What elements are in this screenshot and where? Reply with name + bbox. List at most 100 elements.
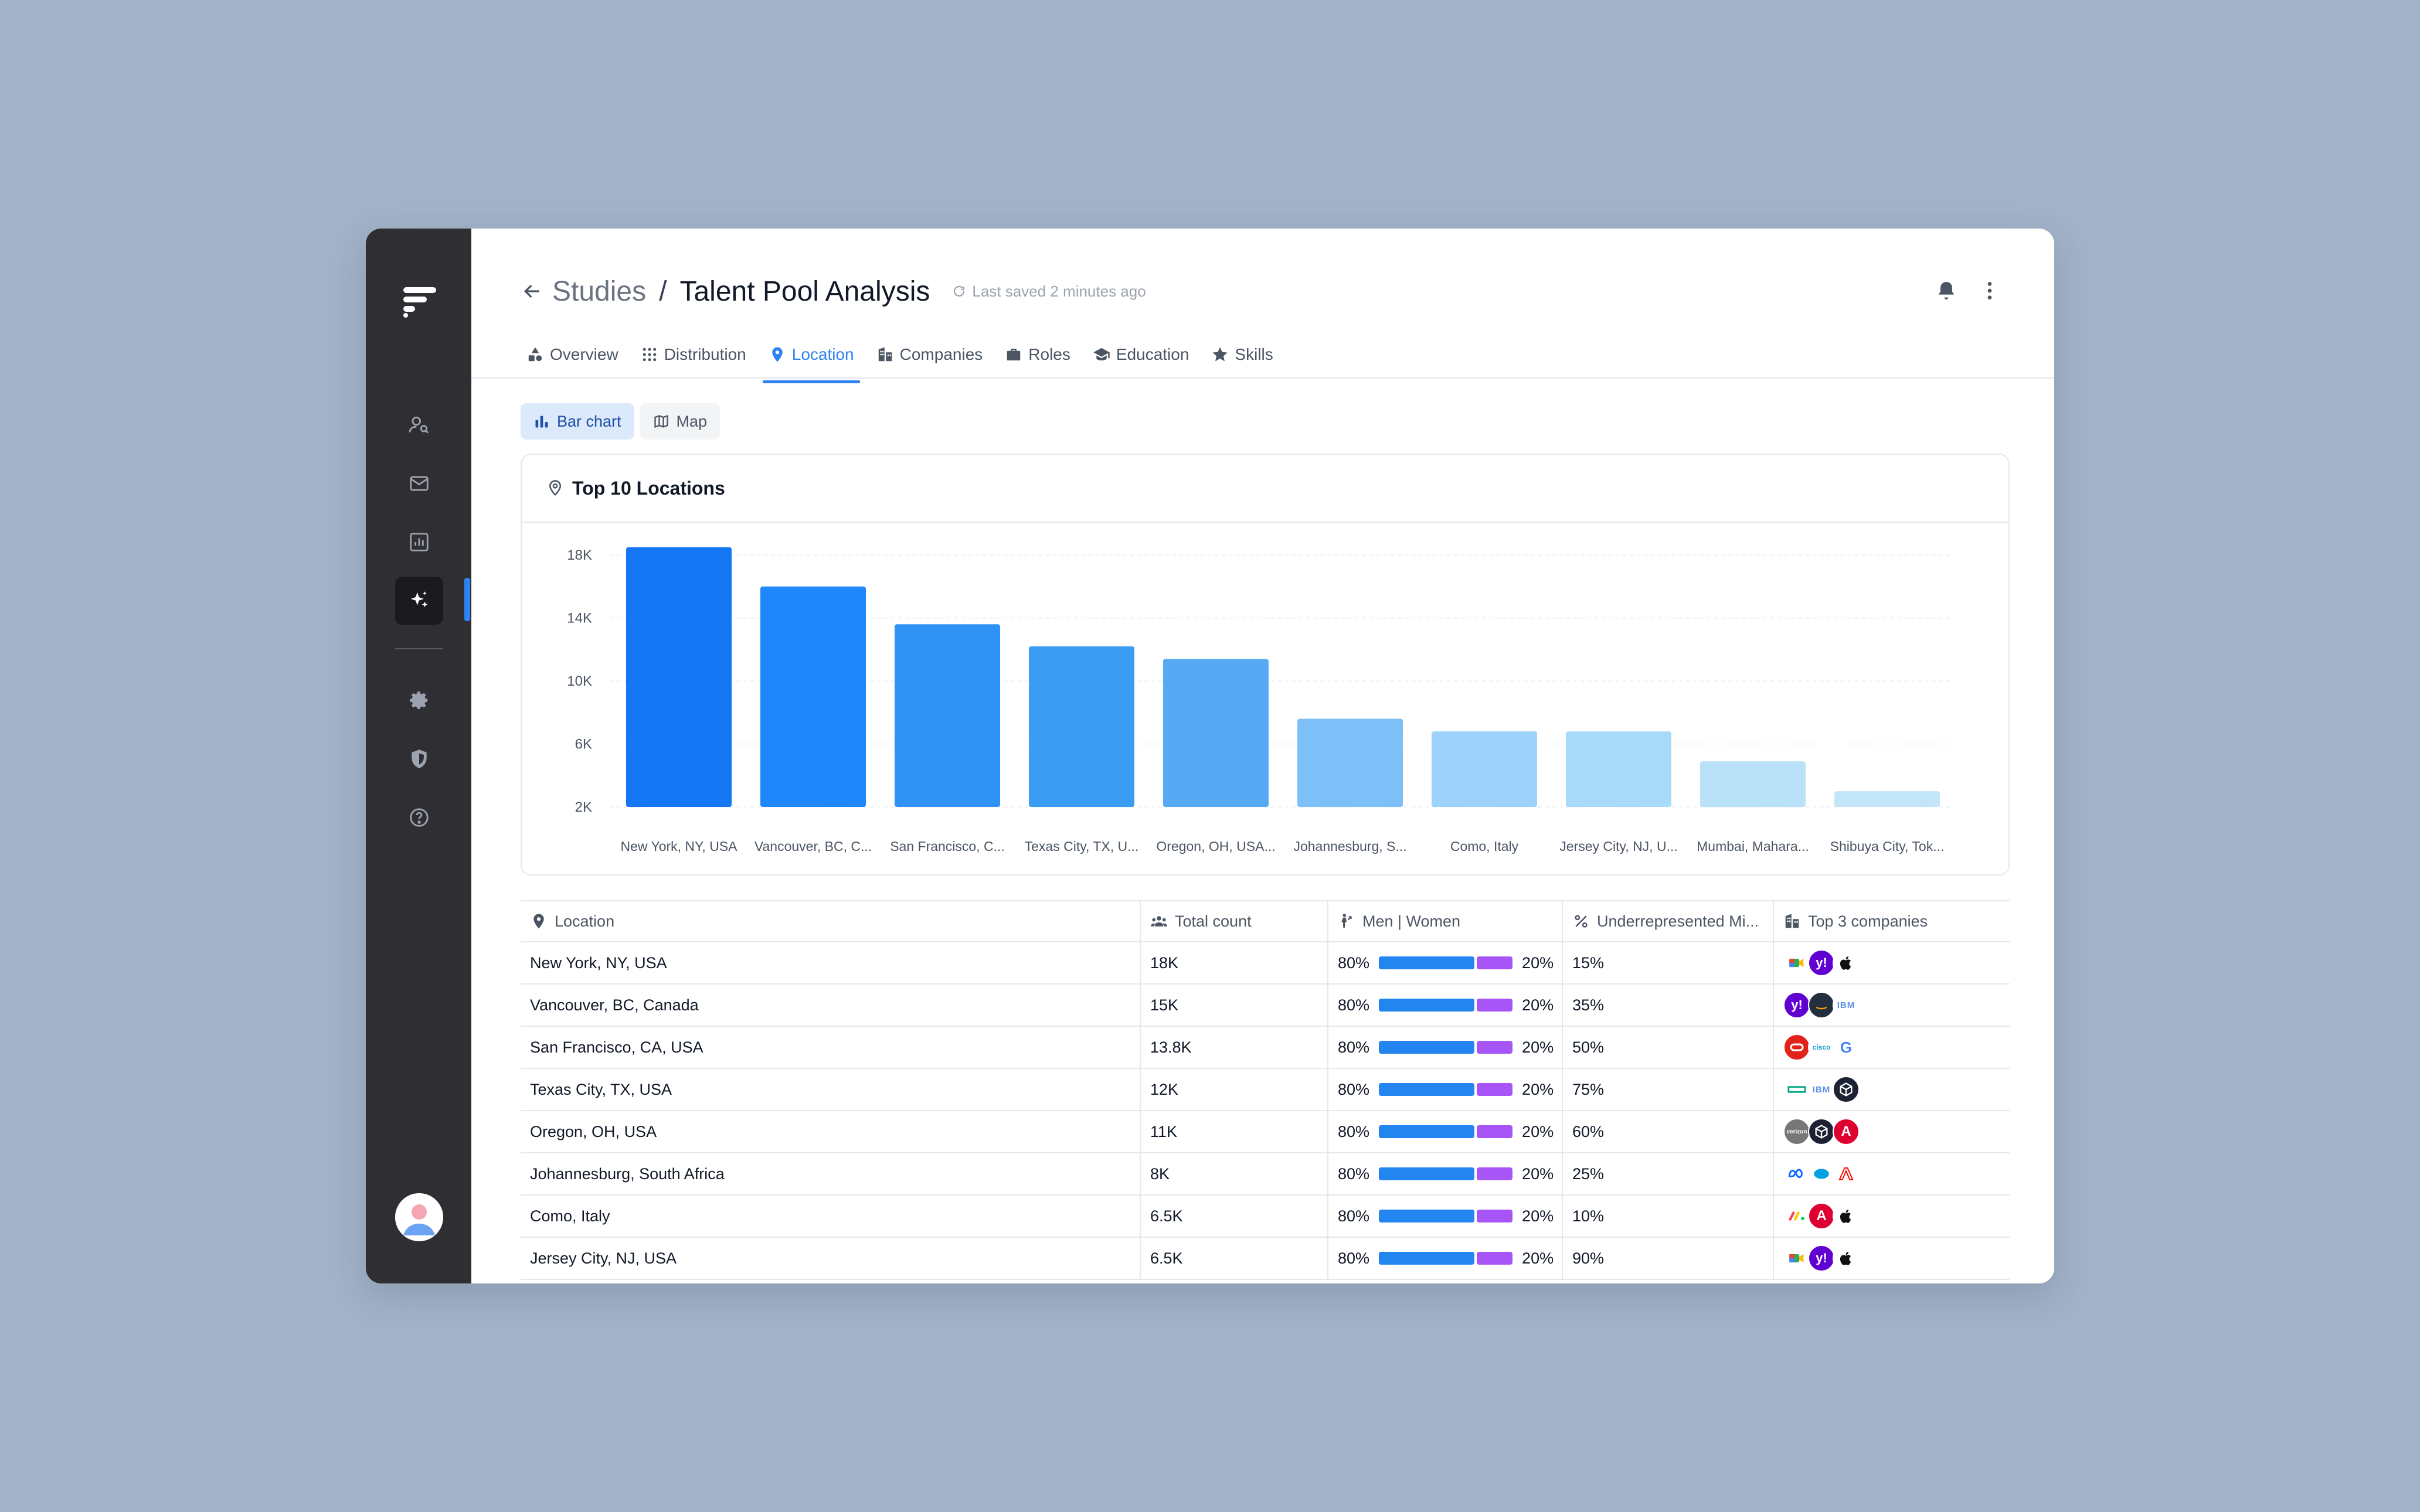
tab-education[interactable]: Education [1087,328,1195,381]
header-underrepresented[interactable]: Underrepresented Mi... [1563,901,1774,941]
x-tick-label: Jersey City, NJ, U... [1559,839,1678,854]
men-women-cell: 80% 20% [1328,1196,1563,1237]
cisco-logo-icon: cisco [1808,1034,1835,1061]
help-icon[interactable] [395,794,443,842]
top-locations-card: Top 10 Locations 2K 6K 10K 14K 18K New York, … [521,454,2010,876]
total-count-cell: 15K [1141,985,1328,1026]
grid-icon [643,348,656,362]
table-row[interactable]: Oregon, OH, USA 11K 80% 20% 60% verizon A [521,1111,2010,1153]
top-companies-cell: y! [1774,1238,2010,1279]
company-logos: A [1783,1203,1860,1230]
underrepresented-percent: 25% [1572,1164,1605,1183]
tab-label: Skills [1235,345,1273,363]
total-count: 12K [1150,1080,1179,1098]
men-percent: 80% [1338,996,1370,1014]
total-count-cell: 11K [1141,1111,1328,1152]
underrepresented-percent: 60% [1572,1122,1605,1140]
bar-chart-button[interactable]: Bar chart [521,403,634,440]
header-label: Top 3 companies [1808,912,1928,930]
map-button[interactable]: Map [640,403,720,440]
more-vertical-icon[interactable] [1978,279,2001,302]
unity-logo-icon [1808,1118,1835,1145]
bell-icon[interactable] [1935,279,1958,302]
table-row[interactable]: Johannesburg, South Africa 8K 80% 20% 25% [521,1153,2010,1196]
tab-bar-divider [471,377,2054,379]
bar [1700,761,1806,807]
header-men-women[interactable]: Men | Women [1328,901,1563,941]
analytics-icon[interactable] [395,518,443,566]
settings-gear-icon[interactable] [395,676,443,724]
map-label: Map [676,412,708,430]
app-logo-icon[interactable] [402,284,437,319]
location-cell: Jersey City, NJ, USA [521,1238,1141,1279]
apple-logo-icon [1833,1203,1860,1230]
ai-sparkle-icon[interactable] [395,577,443,625]
active-indicator [464,578,470,621]
underrepresented-cell: 60% [1563,1111,1774,1152]
apple-logo-icon [1833,949,1860,976]
y-tick-label: 14K [567,611,592,626]
table-row[interactable]: New York, NY, USA 18K 80% 20% 15% y! [521,942,2010,985]
location-cell: Johannesburg, South Africa [521,1153,1141,1194]
company-logos: y! IBM [1783,992,1860,1019]
bar-chart: 2K 6K 10K 14K 18K New York, NY, USA Vancouver,… [567,547,1952,854]
men-percent: 80% [1338,1164,1370,1183]
tab-label: Companies [899,345,983,363]
save-status: Last saved 2 minutes ago [952,282,1146,301]
company-logos: y! [1783,1245,1860,1272]
refresh-icon [954,285,965,297]
gender-split-bar [1379,1125,1513,1138]
women-percent: 20% [1522,1207,1554,1225]
google-meet-logo-icon [1783,1245,1810,1272]
tab-location[interactable]: Location [762,328,860,383]
tab-bar: Overview Distribution Location Companies… [521,328,2054,383]
table-row[interactable]: Jersey City, NJ, USA 6.5K 80% 20% 90% y! [521,1238,2010,1280]
header-actions [1935,279,2001,302]
underrepresented-percent: 50% [1572,1038,1605,1056]
men-women-cell: 80% 20% [1328,1238,1563,1279]
tab-skills[interactable]: Skills [1205,328,1279,381]
table-body: New York, NY, USA 18K 80% 20% 15% y! Vancouver… [521,942,2010,1280]
table-row[interactable]: San Francisco, CA, USA 13.8K 80% 20% 50% cisc… [521,1027,2010,1069]
hpe-logo-icon [1783,1076,1810,1103]
yahoo-logo-icon: y! [1783,992,1810,1019]
y-tick-label: 6K [575,737,592,752]
x-tick-label: Johannesburg, S... [1293,839,1406,854]
header-location[interactable]: Location [521,901,1141,941]
table-row[interactable]: Como, Italy 6.5K 80% 20% 10% A [521,1196,2010,1238]
location-name: San Francisco, CA, USA [530,1038,703,1056]
top-companies-cell: IBM [1774,1069,2010,1110]
women-percent: 20% [1522,1038,1554,1056]
avatar[interactable] [395,1193,443,1241]
underrepresented-percent: 75% [1572,1080,1605,1098]
tab-distribution[interactable]: Distribution [635,328,752,381]
men-percent: 80% [1338,1122,1370,1140]
breadcrumb-studies-link[interactable]: Studies [552,275,647,307]
security-shield-icon[interactable] [395,735,443,783]
tab-overview[interactable]: Overview [521,328,624,381]
view-toggle: Bar chart Map [521,403,720,440]
header-top-companies[interactable]: Top 3 companies [1774,901,2010,941]
header-total-count[interactable]: Total count [1141,901,1328,941]
location-pin-icon [533,914,544,929]
people-search-icon[interactable] [395,401,443,449]
table-row[interactable]: Vancouver, BC, Canada 15K 80% 20% 35% y! IBM [521,985,2010,1027]
women-bar [1476,1167,1513,1180]
yahoo-logo-icon: y! [1808,1245,1835,1272]
ibm-logo-icon: IBM [1808,1076,1835,1103]
page-title: Talent Pool Analysis [679,275,930,307]
y-tick-label: 18K [567,547,592,563]
mail-icon[interactable] [395,459,443,508]
total-count-cell: 18K [1141,942,1328,983]
location-cell: Texas City, TX, USA [521,1069,1141,1110]
back-arrow-icon[interactable] [521,280,544,303]
men-women-cell: 80% 20% [1328,942,1563,983]
tab-roles[interactable]: Roles [999,328,1076,381]
total-count-cell: 13.8K [1141,1027,1328,1068]
star-icon [1212,347,1228,362]
yahoo-logo-icon: y! [1808,949,1835,976]
underrepresented-cell: 25% [1563,1153,1774,1194]
table-row[interactable]: Texas City, TX, USA 12K 80% 20% 75% IBM [521,1069,2010,1111]
total-count-cell: 6.5K [1141,1196,1328,1237]
tab-companies[interactable]: Companies [871,328,989,381]
